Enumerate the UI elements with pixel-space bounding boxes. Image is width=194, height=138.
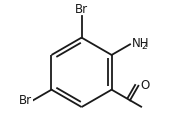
Text: 2: 2 [141,42,147,51]
Text: O: O [141,79,150,92]
Text: Br: Br [19,94,32,107]
Text: Br: Br [75,3,88,16]
Text: NH: NH [132,37,149,50]
